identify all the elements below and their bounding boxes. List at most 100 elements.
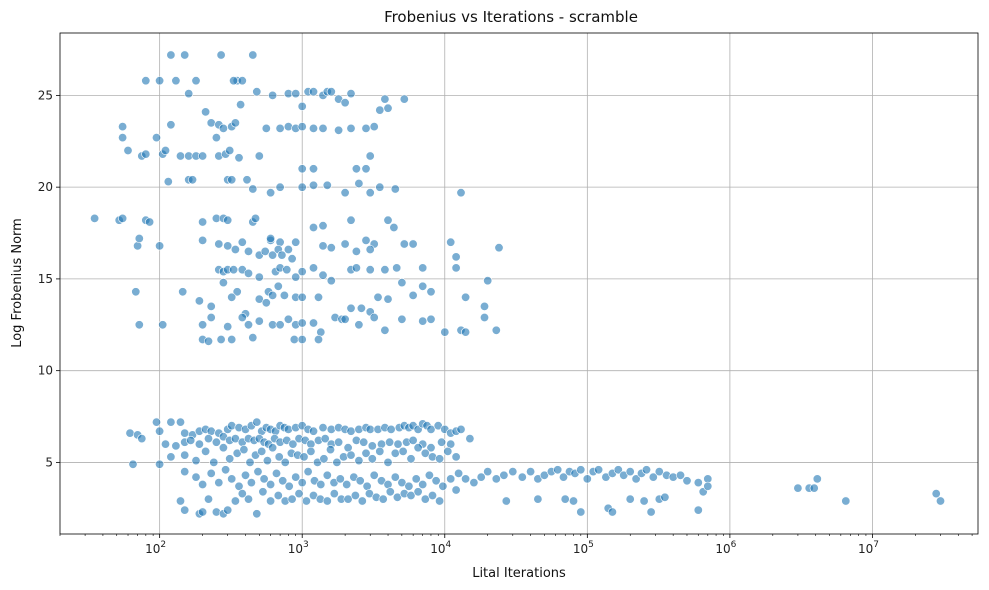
data-point: [404, 481, 414, 491]
data-point: [236, 100, 246, 110]
data-point: [390, 184, 400, 194]
data-point: [163, 177, 173, 187]
data-point: [257, 446, 267, 456]
data-point: [252, 87, 262, 97]
data-point: [259, 474, 269, 484]
data-point: [318, 270, 328, 280]
data-point: [406, 490, 416, 500]
data-point: [346, 303, 356, 313]
data-point: [369, 312, 379, 322]
data-point: [291, 89, 301, 99]
data-point: [340, 98, 350, 108]
data-point: [424, 470, 434, 480]
data-point: [268, 443, 278, 453]
data-point: [346, 426, 356, 436]
data-point: [254, 151, 264, 161]
data-point: [118, 122, 128, 132]
data-point: [218, 123, 228, 133]
data-point: [180, 450, 190, 460]
data-point: [435, 454, 445, 464]
data-point: [206, 312, 216, 322]
data-point: [437, 437, 447, 447]
data-point: [297, 164, 307, 174]
data-point: [420, 448, 430, 458]
data-point: [703, 481, 713, 491]
data-point: [230, 496, 240, 506]
data-point: [373, 292, 383, 302]
data-point: [594, 465, 604, 475]
data-point: [145, 217, 155, 227]
data-point: [284, 481, 294, 491]
data-point: [248, 333, 258, 343]
data-point: [237, 237, 247, 247]
data-point: [155, 426, 165, 436]
data-point: [508, 467, 518, 477]
data-point: [306, 446, 316, 456]
data-point: [229, 76, 239, 86]
data-point: [398, 446, 408, 456]
data-point: [369, 122, 379, 132]
data-point: [308, 426, 318, 436]
data-point: [479, 312, 489, 322]
data-point: [351, 263, 361, 273]
data-point: [275, 237, 285, 247]
data-point: [526, 467, 536, 477]
data-point: [356, 303, 366, 313]
data-point: [155, 241, 165, 251]
data-point: [568, 496, 578, 506]
data-point: [320, 434, 330, 444]
data-point: [350, 490, 360, 500]
data-point: [299, 452, 309, 462]
data-point: [230, 118, 240, 128]
data-point: [418, 316, 428, 326]
data-point: [194, 296, 204, 306]
data-point: [654, 467, 664, 477]
data-point: [223, 215, 233, 225]
data-point: [375, 105, 385, 115]
data-point: [266, 479, 276, 489]
data-point: [274, 452, 284, 462]
data-point: [354, 456, 364, 466]
data-point: [483, 276, 493, 286]
data-point: [239, 445, 249, 455]
data-point: [184, 89, 194, 99]
data-point: [380, 94, 390, 104]
data-point: [334, 125, 344, 135]
data-point: [289, 334, 299, 344]
data-point: [446, 474, 456, 484]
data-point: [279, 290, 289, 300]
data-point: [319, 454, 329, 464]
data-point: [266, 234, 276, 244]
x-axis-label: Lital Iterations: [472, 566, 566, 581]
data-point: [137, 434, 147, 444]
data-point: [413, 443, 423, 453]
data-point: [214, 239, 224, 249]
data-point: [533, 494, 543, 504]
data-point: [209, 457, 219, 467]
data-point: [390, 472, 400, 482]
data-point: [180, 50, 190, 60]
data-point: [273, 281, 283, 291]
data-point: [408, 239, 418, 249]
data-point: [390, 448, 400, 458]
data-point: [501, 496, 511, 506]
data-point: [262, 456, 272, 466]
data-point: [451, 263, 461, 273]
data-point: [291, 237, 301, 247]
data-point: [389, 223, 399, 233]
data-point: [431, 476, 441, 486]
data-point: [133, 241, 143, 251]
data-point: [675, 470, 685, 480]
data-point: [451, 452, 461, 462]
data-point: [297, 122, 307, 132]
data-point: [271, 468, 281, 478]
data-point: [273, 490, 283, 500]
data-point: [326, 424, 336, 434]
data-point: [291, 472, 301, 482]
data-point: [648, 472, 658, 482]
data-point: [392, 263, 402, 273]
data-point: [361, 448, 371, 458]
data-point: [582, 474, 592, 484]
data-point: [408, 435, 418, 445]
data-point: [351, 435, 361, 445]
